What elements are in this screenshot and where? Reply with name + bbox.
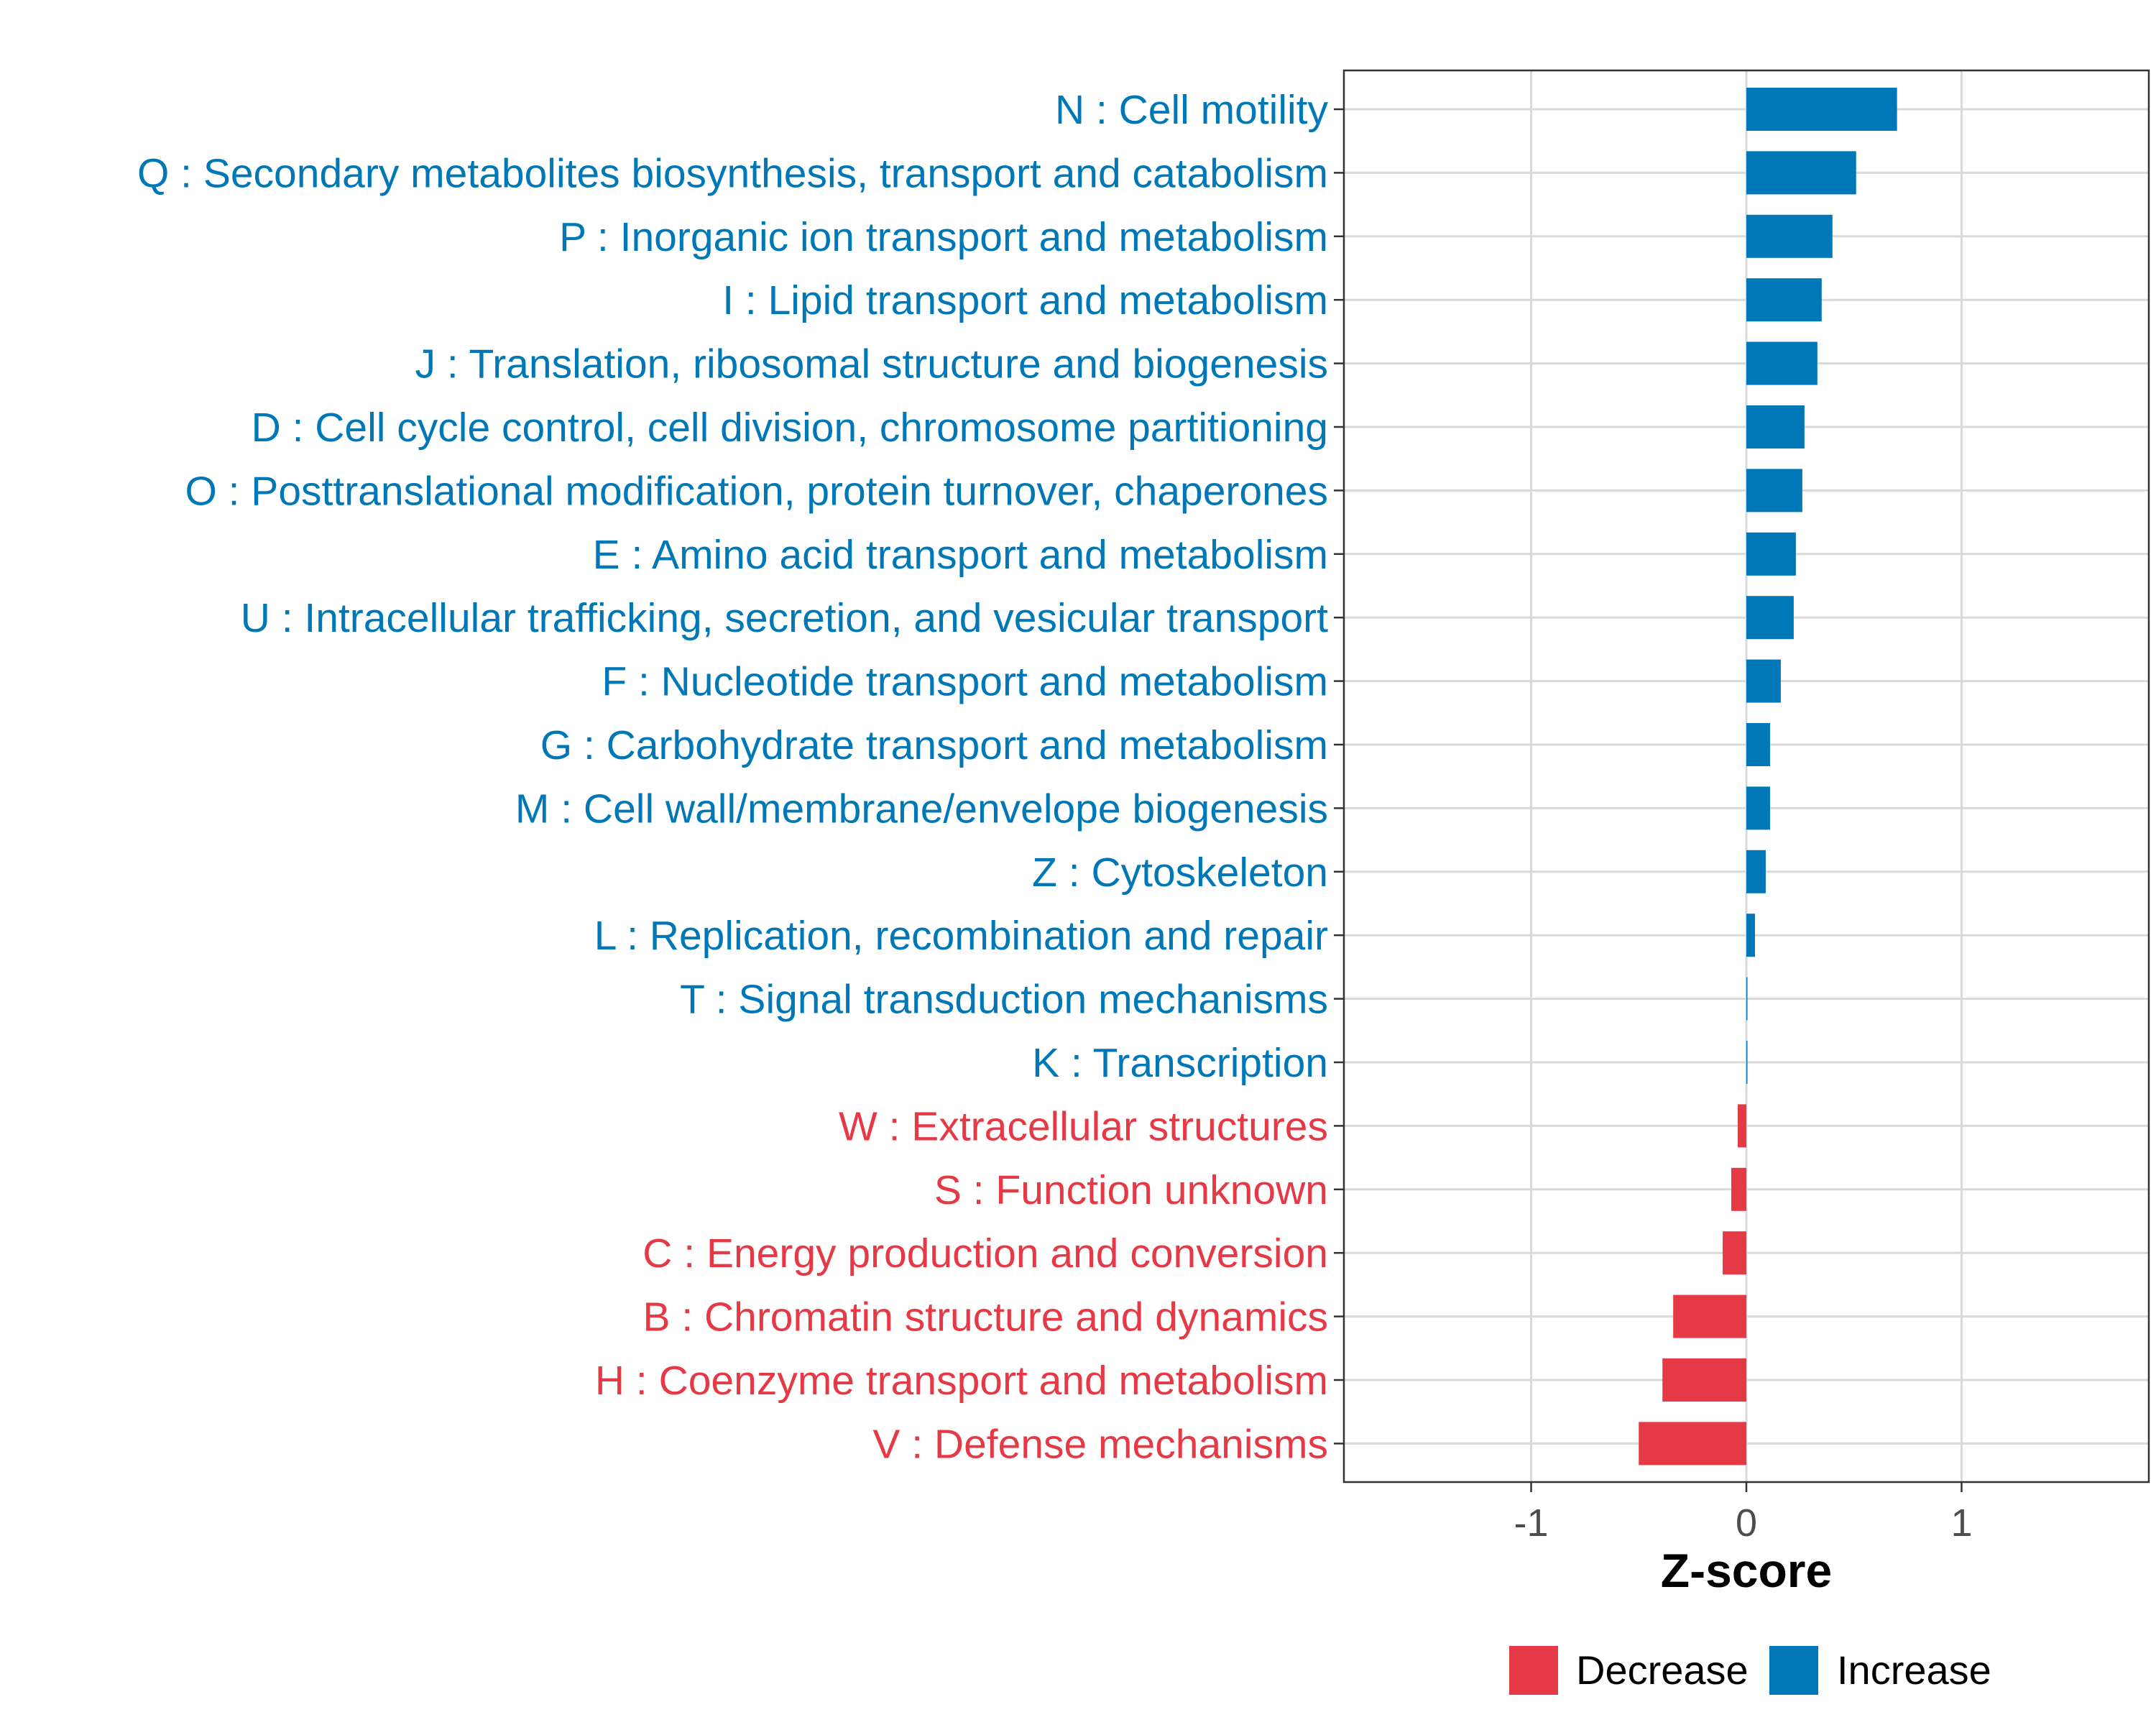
bar-t	[1746, 977, 1748, 1021]
bar-n	[1746, 88, 1897, 131]
bar-g	[1746, 723, 1770, 766]
legend-label-increase: Increase	[1837, 1647, 1991, 1693]
x-axis-ticks: -1 0 1	[1514, 1482, 1972, 1545]
category-label-q: Q : Secondary metabolites biosynthesis, …	[137, 150, 1328, 196]
bar-f	[1746, 659, 1781, 703]
bar-w	[1738, 1104, 1746, 1148]
legend-swatch-decrease	[1509, 1646, 1558, 1695]
legend-swatch-increase	[1769, 1646, 1818, 1695]
category-label-k: K : Transcription	[1032, 1040, 1328, 1086]
bar-s	[1731, 1167, 1746, 1211]
x-tick-label: 1	[1950, 1501, 1972, 1545]
category-label-n: N : Cell motility	[1055, 87, 1329, 133]
bar-i	[1746, 278, 1822, 322]
category-label-i: I : Lipid transport and metabolism	[722, 277, 1328, 323]
bar-c	[1723, 1231, 1746, 1275]
category-label-m: M : Cell wall/membrane/envelope biogenes…	[515, 786, 1328, 832]
bar-l	[1746, 914, 1755, 957]
bar-h	[1662, 1358, 1746, 1402]
category-label-o: O : Posttranslational modification, prot…	[185, 468, 1328, 514]
bar-u	[1746, 596, 1794, 640]
x-axis-title: Z-score	[1661, 1544, 1832, 1597]
y-axis-ticks	[1334, 108, 1344, 1445]
bar-z	[1746, 850, 1766, 893]
bar-e	[1746, 532, 1796, 576]
x-tick-label: -1	[1514, 1501, 1549, 1545]
category-label-j: J : Translation, ribosomal structure and…	[415, 341, 1328, 387]
category-label-d: D : Cell cycle control, cell division, c…	[252, 405, 1328, 451]
bar-m	[1746, 786, 1770, 830]
category-label-s: S : Function unknown	[934, 1167, 1328, 1213]
category-label-g: G : Carbohydrate transport and metabolis…	[540, 722, 1328, 768]
category-label-f: F : Nucleotide transport and metabolism	[602, 659, 1328, 705]
category-labels: N : Cell motility Q : Secondary metabolit…	[137, 87, 1329, 1467]
bar-d	[1746, 405, 1805, 448]
bar-o	[1746, 469, 1802, 512]
category-label-v: V : Defense mechanisms	[872, 1421, 1328, 1467]
bar-p	[1746, 214, 1833, 258]
bar-b	[1673, 1294, 1746, 1338]
x-tick-label: 0	[1736, 1501, 1757, 1545]
category-label-t: T : Signal transduction mechanisms	[680, 977, 1328, 1023]
category-label-c: C : Energy production and conversion	[642, 1230, 1328, 1276]
category-label-p: P : Inorganic ion transport and metaboli…	[559, 214, 1328, 260]
legend-label-decrease: Decrease	[1576, 1647, 1749, 1693]
bar-v	[1639, 1422, 1746, 1466]
bars	[1639, 88, 1897, 1466]
bar-k	[1746, 1041, 1748, 1084]
category-label-z: Z : Cytoskeleton	[1032, 850, 1328, 896]
bar-q	[1746, 151, 1856, 195]
category-label-b: B : Chromatin structure and dynamics	[642, 1294, 1328, 1340]
bar-j	[1746, 341, 1818, 385]
category-label-u: U : Intracellular trafficking, secretion…	[241, 595, 1328, 641]
category-label-w: W : Extracellular structures	[839, 1103, 1328, 1149]
category-label-l: L : Replication, recombination and repai…	[594, 913, 1328, 959]
legend: Decrease Increase	[1509, 1646, 1991, 1695]
category-label-e: E : Amino acid transport and metabolism	[593, 532, 1328, 578]
category-label-h: H : Coenzyme transport and metabolism	[595, 1358, 1328, 1404]
